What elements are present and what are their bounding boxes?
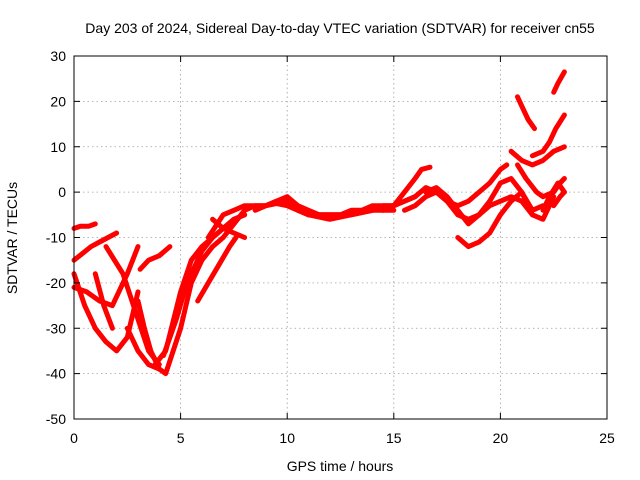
series-track-24 <box>508 144 567 168</box>
y-tick-label: -50 <box>46 411 66 427</box>
x-tick-label: 5 <box>177 430 185 446</box>
x-axis-label: GPS time / hours <box>287 458 394 474</box>
series-track-11 <box>161 212 248 358</box>
y-axis-label: SDTVAR / TECUs <box>4 182 20 294</box>
ticks: 0 5 10 15 20 25 30 20 10 0 -10 -20 -30 -40 -50 <box>46 48 615 446</box>
y-tick-label: 10 <box>50 139 66 155</box>
x-tick-label: 10 <box>279 430 295 446</box>
x-tick-label: 25 <box>599 430 615 446</box>
series-track-23 <box>515 94 537 132</box>
series-track-26 <box>529 112 567 159</box>
y-tick-label: -30 <box>46 320 66 336</box>
y-tick-label: -20 <box>46 275 66 291</box>
series-track-27 <box>540 180 567 213</box>
series-track-29 <box>551 189 567 209</box>
series-track-12 <box>195 235 239 304</box>
series-track-9 <box>124 207 248 377</box>
y-tick-label: 30 <box>50 48 66 64</box>
series-layer <box>71 69 567 377</box>
series-track-1 <box>71 221 98 231</box>
series-track-20 <box>402 189 535 222</box>
y-tick-label: -10 <box>46 230 66 246</box>
x-tick-label: 0 <box>70 430 78 446</box>
y-tick-label: 20 <box>50 93 66 109</box>
chart-title: Day 203 of 2024, Sidereal Day-to-day VTE… <box>85 20 595 36</box>
series-track-22 <box>455 189 557 250</box>
series-track-4 <box>71 244 141 309</box>
x-tick-label: 20 <box>493 430 509 446</box>
series-track-2 <box>71 230 120 263</box>
series-track-7 <box>135 298 162 372</box>
series-track-28 <box>551 69 567 95</box>
series-track-8 <box>137 244 173 272</box>
series-track-3 <box>71 271 141 354</box>
y-tick-label: -40 <box>46 366 66 382</box>
y-tick-label: 0 <box>58 184 66 200</box>
x-tick-label: 15 <box>386 430 402 446</box>
grid <box>74 56 607 419</box>
series-track-5 <box>92 271 115 331</box>
